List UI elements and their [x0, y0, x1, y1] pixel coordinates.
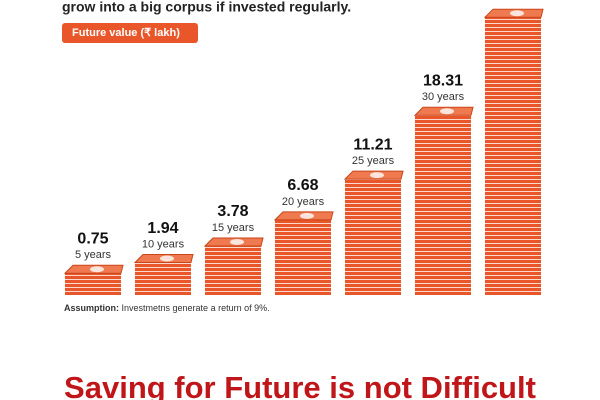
money-stack	[415, 115, 471, 296]
value-label: 11.21	[353, 136, 392, 153]
money-stack	[135, 262, 191, 295]
value-label: 6.68	[287, 177, 318, 194]
value-label: 18.31	[423, 72, 463, 89]
footnote-label: Assumption:	[64, 303, 119, 313]
x-tick-label: 15 years	[212, 222, 255, 234]
note-emblem	[370, 172, 384, 179]
money-stack	[205, 245, 261, 295]
money-stack	[65, 273, 121, 295]
value-label: 0.75	[77, 230, 108, 247]
note-emblem	[300, 212, 314, 219]
note-emblem	[440, 108, 454, 115]
value-label: 3.78	[217, 203, 248, 220]
badge-bg	[62, 23, 198, 43]
badge: Future value (₹ lakh)	[72, 27, 180, 39]
x-tick-label: 25 years	[352, 155, 395, 167]
money-stack	[485, 17, 541, 295]
money-stack	[275, 219, 331, 295]
chart-title: grow into a big corpus if invested regul…	[62, 0, 351, 15]
note-emblem	[510, 10, 524, 17]
x-tick-label: 20 years	[282, 196, 325, 208]
value-label: 1.94	[147, 220, 178, 237]
x-tick-label: 5 years	[75, 249, 112, 261]
footnote-text: Investmetns generate a return of 9%.	[122, 303, 270, 313]
x-tick-label: 10 years	[142, 238, 185, 250]
x-tick-label: 30 years	[422, 91, 465, 103]
note-emblem	[160, 255, 174, 262]
note-emblem	[90, 266, 104, 273]
headline: Saving for Future is not Difficult	[64, 370, 536, 400]
note-emblem	[230, 238, 244, 245]
footnote: Assumption: Investmetns generate a retur…	[64, 303, 270, 313]
money-stack	[345, 179, 401, 295]
